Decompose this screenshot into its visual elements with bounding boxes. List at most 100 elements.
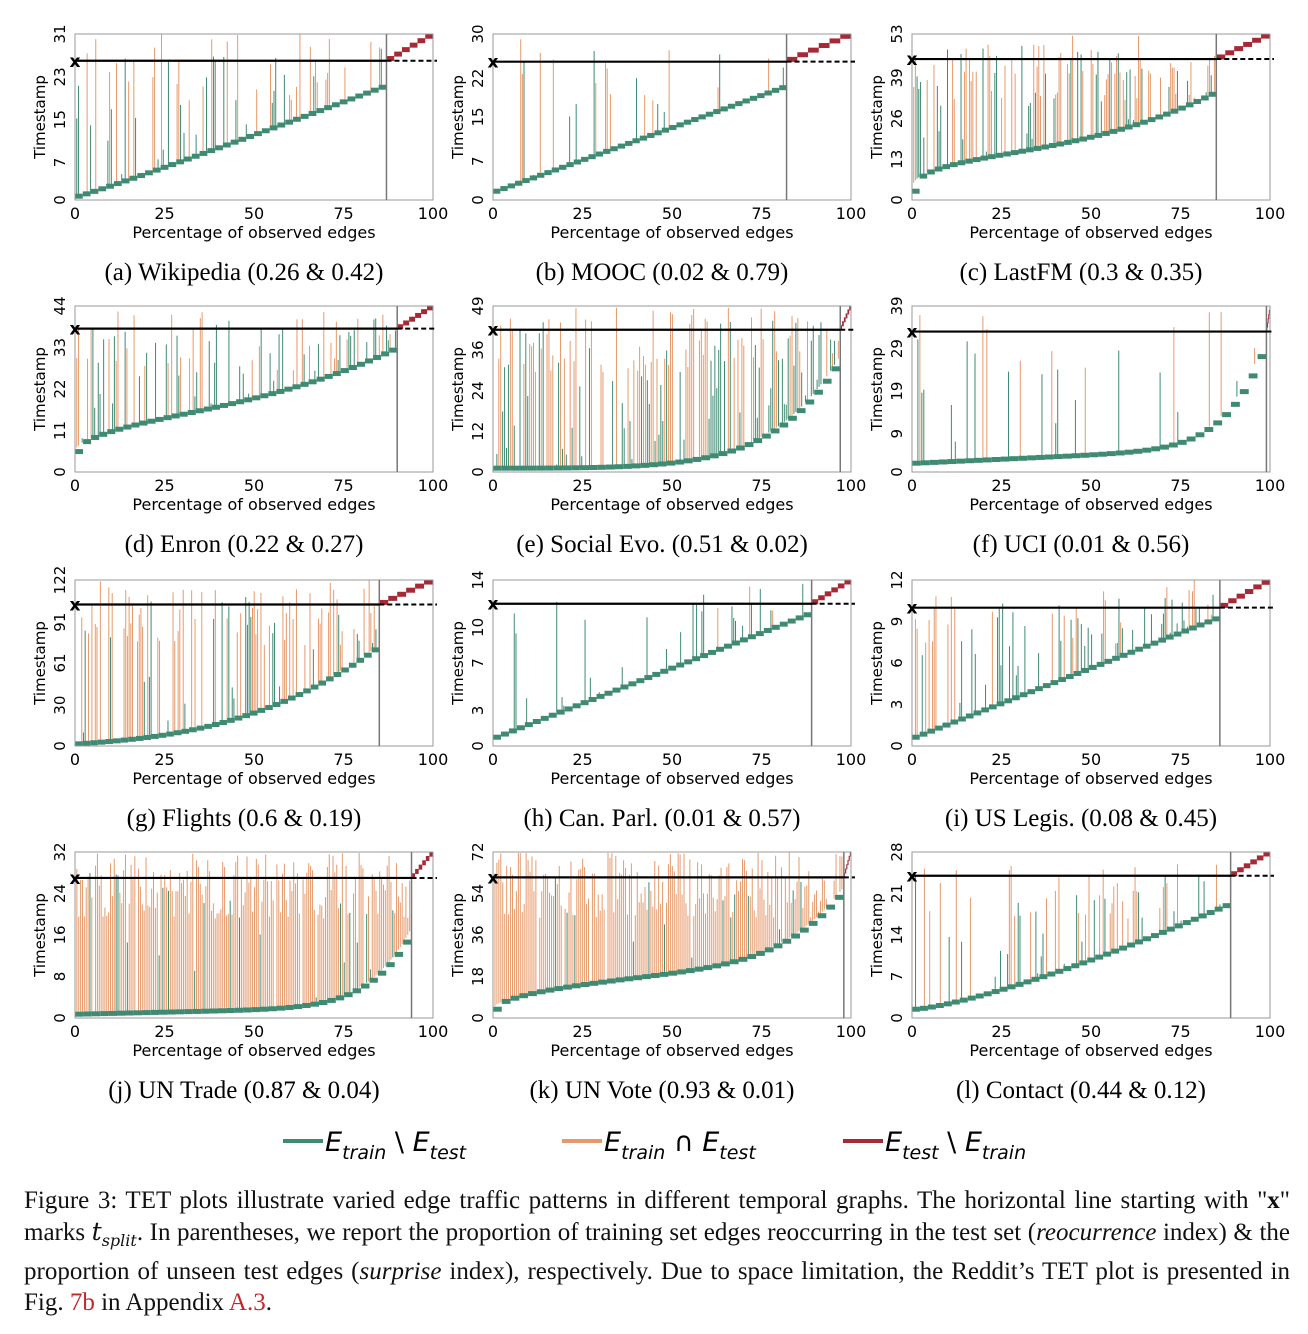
staircase-step [652, 671, 661, 677]
staircase-step [958, 716, 966, 722]
split-x-marker: x [907, 867, 918, 887]
test-only-step [425, 855, 430, 861]
staircase-step [654, 130, 662, 136]
staircase-step [335, 995, 345, 1001]
y-tick-label: 7 [51, 158, 69, 168]
staircase-step [532, 719, 541, 725]
caption-link-appendix[interactable]: A.3 [228, 1289, 266, 1316]
staircase-step [1239, 389, 1249, 395]
staircase-step [980, 155, 989, 161]
staircase-step [935, 1003, 944, 1009]
test-only-step [1236, 593, 1245, 599]
y-tick-label: 0 [469, 195, 487, 205]
caption-part-4: index) & the proportion of unseen test e… [24, 1219, 1290, 1285]
staircase-step [310, 1001, 319, 1007]
x-tick-label: 50 [1081, 476, 1101, 495]
staircase-step [1012, 695, 1020, 701]
x-tick-label: 0 [488, 204, 498, 223]
staircase-step [647, 132, 655, 138]
staircase-step [269, 125, 278, 131]
staircase-step [285, 1004, 294, 1010]
panel-a: x 0 7 15 23 31 0 25 50 75 100 Percentage of observe… [31, 24, 448, 286]
staircase-step [943, 1001, 952, 1007]
staircase-step [226, 1008, 235, 1014]
x-tick-label: 0 [907, 1022, 917, 1041]
staircase-step [988, 154, 996, 160]
staircase-step [727, 103, 736, 109]
staircase-step [515, 180, 523, 186]
staircase-step [97, 739, 106, 745]
staircase-step [181, 728, 190, 734]
staircase-step [1087, 957, 1096, 963]
staircase-step [293, 116, 301, 122]
staircase-step [694, 966, 704, 972]
y-tick-label: 36 [469, 925, 487, 944]
staircase-step [1140, 119, 1148, 125]
plot-frame [492, 579, 852, 747]
plot-frame [74, 33, 434, 201]
staircase-step [580, 700, 589, 706]
y-tick-label: 61 [51, 653, 69, 672]
staircase-step [166, 731, 174, 737]
staircase-step [90, 740, 98, 746]
x-axis-label: Percentage of observed edges [969, 769, 1212, 788]
x-tick-label: 100 [418, 1022, 449, 1041]
test-only-step [847, 309, 850, 315]
staircase-step [501, 465, 511, 471]
staircase-step [919, 173, 928, 179]
staircase-step [942, 722, 951, 728]
staircase-step [788, 415, 797, 421]
test-only-step [829, 38, 841, 44]
tet-traffic-marks [520, 39, 784, 182]
staircase-step [991, 989, 1000, 995]
staircase-step [787, 618, 796, 624]
split-x-marker: x [70, 52, 81, 72]
staircase-step [529, 175, 538, 181]
staircase-step [580, 982, 590, 988]
staircase-step [1109, 128, 1118, 134]
staircase-step [318, 680, 327, 686]
staircase-step [276, 388, 285, 394]
staircase-step [756, 950, 765, 956]
y-axis-label: Timestamp [31, 893, 49, 978]
staircase-step [403, 939, 412, 945]
y-tick-label: 10 [469, 618, 487, 637]
staircase-step [1086, 134, 1095, 140]
y-tick-label: 39 [888, 296, 906, 315]
staircase-step [642, 974, 651, 980]
staircase-step [251, 1007, 261, 1013]
staircase-step [341, 667, 349, 673]
staircase-step [749, 95, 758, 101]
test-only-step [1216, 54, 1226, 60]
staircase-step [632, 138, 640, 144]
tet-traffic-marks [492, 852, 843, 1010]
test-only-step [425, 33, 433, 39]
subfigure-label: (l) Contact (0.44 & 0.12) [956, 1077, 1206, 1104]
staircase-step [519, 993, 529, 999]
x-axis-label: Percentage of observed edges [969, 1041, 1212, 1060]
staircase-step [184, 156, 192, 162]
staircase-step [129, 175, 138, 181]
subfigure-label: (e) Social Evo. (0.51 & 0.02) [516, 531, 808, 558]
staircase-step [1201, 95, 1209, 101]
staircase-step [352, 988, 362, 994]
staircase-step [147, 418, 156, 424]
staircase-step [796, 408, 806, 414]
staircase-step [155, 416, 164, 422]
staircase-step [260, 1006, 269, 1012]
staircase-step [195, 408, 204, 414]
caption-link-fig-7b[interactable]: 7b [69, 1289, 95, 1316]
test-only-step [845, 313, 848, 319]
plot-frame [74, 851, 434, 1019]
staircase-step [196, 725, 205, 731]
test-only-step [411, 873, 416, 879]
staircase-step [1081, 667, 1090, 673]
staircase-step [493, 465, 502, 471]
staircase-step [657, 461, 667, 467]
x-axis-label: Percentage of observed edges [550, 223, 793, 242]
x-tick-label: 25 [154, 476, 174, 495]
staircase-step [934, 166, 943, 172]
test-only-step [421, 309, 428, 315]
staircase-step [284, 386, 293, 392]
test-only-step [808, 47, 819, 53]
